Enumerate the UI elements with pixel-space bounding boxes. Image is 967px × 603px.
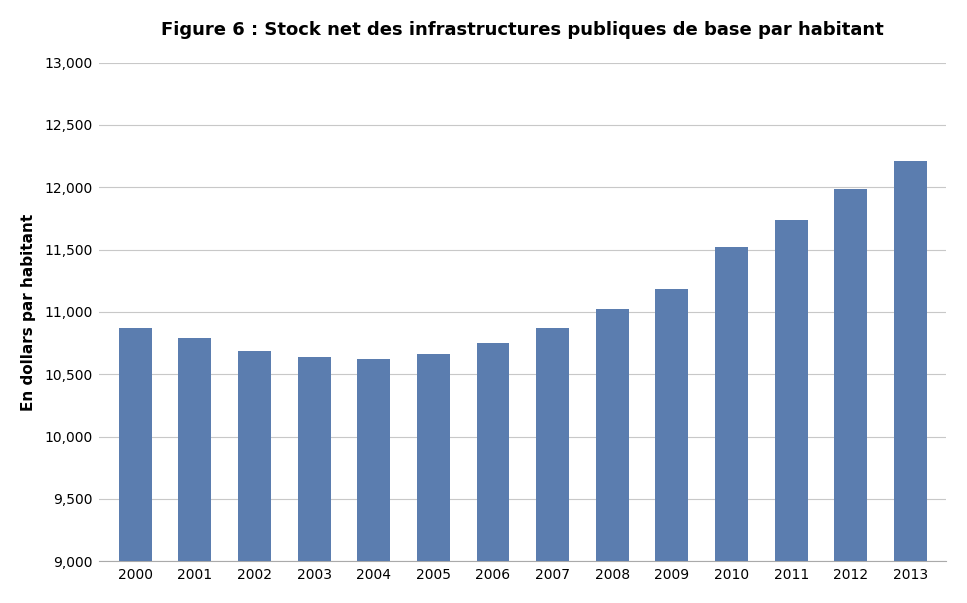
Bar xyxy=(238,350,271,561)
Bar xyxy=(179,338,211,561)
Bar xyxy=(596,309,629,561)
Bar xyxy=(835,189,867,561)
Bar xyxy=(656,289,689,561)
Bar xyxy=(894,161,926,561)
Bar xyxy=(119,328,152,561)
Title: Figure 6 : Stock net des infrastructures publiques de base par habitant: Figure 6 : Stock net des infrastructures… xyxy=(161,21,884,39)
Bar xyxy=(298,357,331,561)
Y-axis label: En dollars par habitant: En dollars par habitant xyxy=(21,213,36,411)
Bar xyxy=(716,247,747,561)
Bar xyxy=(358,359,390,561)
Bar xyxy=(477,343,510,561)
Bar xyxy=(775,219,807,561)
Bar xyxy=(537,328,569,561)
Bar xyxy=(417,355,450,561)
